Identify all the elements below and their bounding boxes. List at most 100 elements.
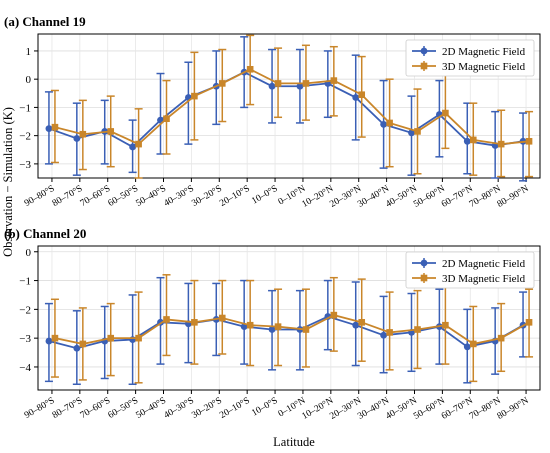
- x-tick-label: 90–80°S: [23, 395, 57, 421]
- plot-frame: [37, 245, 541, 391]
- data-point: [296, 82, 304, 90]
- panel-label: (b) Channel 20: [4, 226, 86, 241]
- x-tick-label: 80–70°S: [50, 395, 84, 421]
- legend-label: 2D Magnetic Field: [442, 258, 526, 270]
- x-tick-label: 70–60°S: [78, 395, 112, 421]
- data-point: [469, 136, 477, 144]
- data-point: [525, 319, 533, 326]
- x-tick-label: 40–30°S: [162, 183, 196, 209]
- data-point: [45, 337, 53, 345]
- data-point: [302, 80, 310, 87]
- y-tick-label: 1: [26, 46, 32, 58]
- data-point: [274, 80, 282, 87]
- data-point: [463, 343, 471, 351]
- data-point: [79, 340, 87, 348]
- chart-panel-1: (a) Channel 19 −3 −2 −1 0 1 90–80°S80–70°S70–6…: [4, 14, 541, 210]
- panel-label: (a) Channel 19: [4, 14, 86, 29]
- data-point: [442, 109, 449, 117]
- data-point: [352, 321, 360, 329]
- x-tick-label: 60–50°S: [106, 183, 140, 209]
- x-tick-label: 60–50°S: [106, 395, 140, 421]
- legend-box: [405, 39, 535, 77]
- data-point: [51, 334, 59, 342]
- data-point: [352, 94, 360, 101]
- legend-label: 2D Magnetic Field: [442, 46, 526, 58]
- x-tick-label: 80–90°N: [495, 183, 530, 210]
- x-tick-label: 50–40°S: [134, 395, 168, 421]
- data-point: [497, 334, 505, 342]
- legend-marker: [420, 274, 428, 282]
- x-tick-label: 20–10°S: [218, 395, 252, 421]
- y-tick-label: −4: [19, 362, 31, 374]
- x-tick-label: 40–30°S: [162, 395, 196, 421]
- data-point: [497, 140, 505, 148]
- data-point: [268, 326, 276, 333]
- x-tick-label: 30–20°S: [190, 395, 224, 421]
- y-tick-label: −3: [19, 159, 31, 171]
- legend-marker: [420, 62, 428, 70]
- series-line: [54, 68, 530, 146]
- data-point: [463, 137, 471, 145]
- data-point: [246, 321, 254, 329]
- y-tick-label: −1: [19, 276, 31, 288]
- data-point: [191, 319, 198, 326]
- y-axis-label: Observation − Simulation (K): [1, 107, 15, 257]
- data-point: [129, 336, 137, 343]
- legend: 2D Magnetic Field 3D Magnetic Field: [405, 251, 535, 289]
- x-axis-label: Latitude: [273, 435, 315, 449]
- legend: 2D Magnetic Field 3D Magnetic Field: [405, 39, 535, 77]
- data-point: [330, 311, 338, 319]
- x-tick-label: 30–20°S: [190, 183, 224, 209]
- y-tick-label: −1: [19, 102, 31, 114]
- x-tick-label: 20–10°S: [218, 183, 252, 209]
- data-point: [380, 331, 388, 339]
- data-point: [386, 119, 393, 127]
- data-point: [107, 334, 115, 342]
- x-tick-label: 90–80°S: [23, 183, 57, 209]
- series-3d-magnetic-field: [50, 34, 534, 179]
- legend-marker: [420, 259, 428, 267]
- x-tick-label: 80–70°S: [50, 183, 84, 209]
- data-point: [79, 130, 87, 138]
- data-point: [107, 128, 115, 135]
- data-point: [386, 329, 393, 336]
- data-point: [442, 321, 449, 329]
- y-tick-label: −2: [19, 304, 31, 316]
- x-tick-label: 50–40°S: [134, 183, 168, 209]
- data-point: [191, 92, 198, 100]
- legend-label: 3D Magnetic Field: [442, 61, 526, 73]
- data-point: [45, 125, 53, 132]
- x-tick-label: 70–60°S: [78, 183, 112, 209]
- data-point: [414, 326, 421, 333]
- data-point: [73, 344, 81, 352]
- data-point: [268, 82, 276, 90]
- y-tick-label: −3: [19, 333, 31, 345]
- data-point: [358, 91, 366, 99]
- data-point: [218, 314, 226, 322]
- plot-frame: [37, 33, 541, 179]
- data-point: [218, 80, 226, 87]
- data-point: [525, 137, 533, 145]
- data-point: [469, 340, 477, 348]
- data-point: [408, 129, 415, 137]
- data-point: [380, 120, 388, 128]
- data-point: [163, 316, 170, 323]
- y-tick-label: −2: [19, 131, 31, 143]
- data-point: [129, 143, 137, 151]
- x-tick-label: 10–0°S: [250, 395, 280, 419]
- data-point: [330, 77, 338, 84]
- data-point: [51, 123, 59, 131]
- data-point: [274, 323, 282, 330]
- y-tick-label: 0: [26, 74, 32, 86]
- data-point: [135, 334, 142, 342]
- data-point: [414, 128, 421, 135]
- series-line: [48, 71, 524, 149]
- chart-panel-2: (b) Channel 20 −4 −3 −2 −1 0 90–80°S80–70°S70–…: [4, 226, 541, 422]
- legend-marker: [420, 47, 428, 55]
- data-point: [302, 326, 310, 333]
- series-line: [48, 315, 524, 350]
- series-3d-magnetic-field: [50, 274, 534, 384]
- x-tick-label: 10–0°S: [250, 183, 280, 207]
- series-line: [54, 314, 530, 345]
